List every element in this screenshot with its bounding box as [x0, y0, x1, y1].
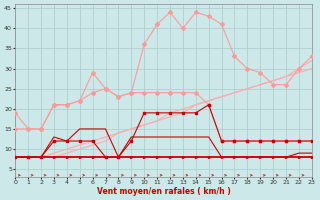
X-axis label: Vent moyen/en rafales ( km/h ): Vent moyen/en rafales ( km/h ): [97, 187, 230, 196]
